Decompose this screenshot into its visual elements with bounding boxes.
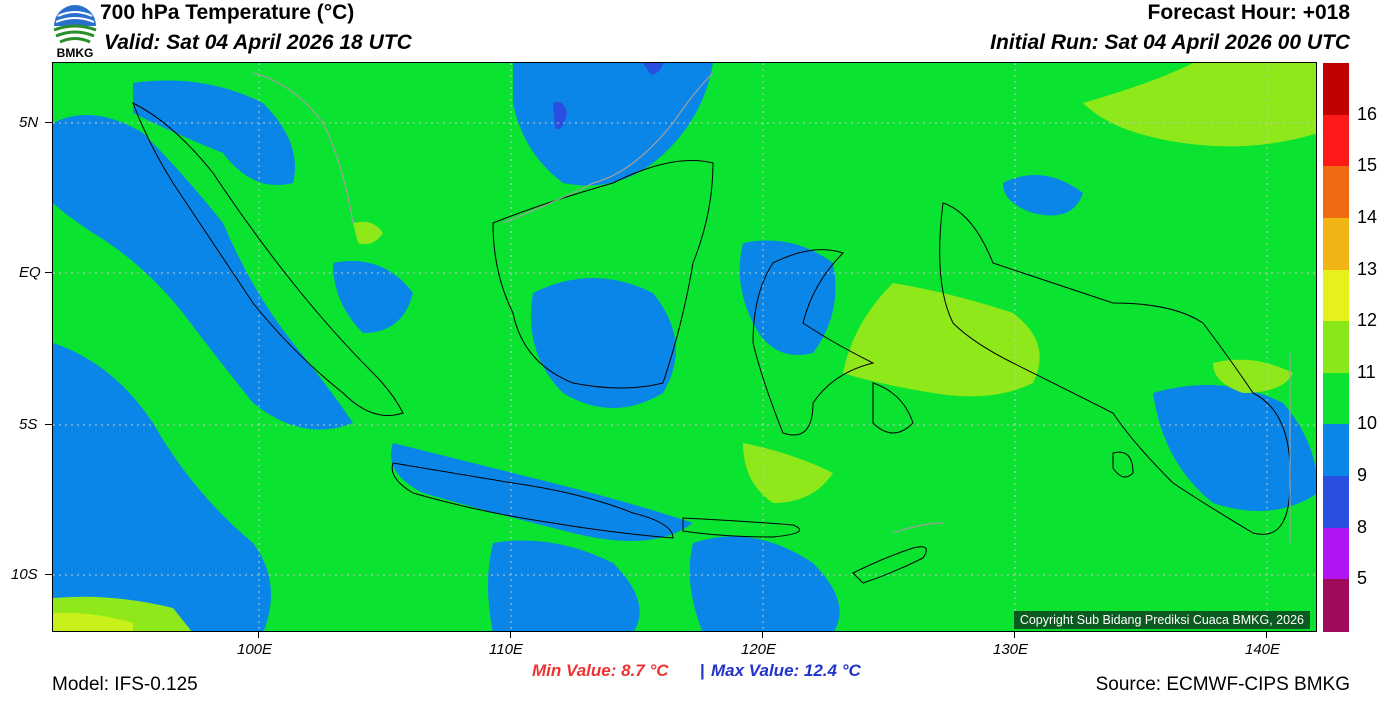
lon-tick — [510, 632, 511, 638]
colorbar-segment — [1323, 269, 1349, 322]
colorbar-label: 8 — [1357, 516, 1368, 537]
colorbar-segment — [1323, 527, 1349, 580]
colorbar-label: 15 — [1357, 155, 1378, 176]
cold-spots — [553, 63, 663, 129]
colorbar-label: 10 — [1357, 413, 1378, 434]
bmkg-logo: BMKG — [52, 2, 98, 60]
lat-label-5s: 5S — [19, 416, 38, 433]
lat-label-eq: EQ — [19, 264, 41, 281]
colorbar-label: 5 — [1357, 568, 1368, 589]
colorbar-segment — [1323, 372, 1349, 426]
colorbar-segment — [1323, 476, 1349, 529]
logo-text: BMKG — [56, 46, 94, 60]
lon-label-110e: 110E — [489, 641, 523, 658]
lon-tick — [1014, 632, 1015, 638]
lon-label-140e: 140E — [1245, 641, 1281, 658]
coastlines — [132, 101, 1291, 584]
map-title: 700 hPa Temperature (°C) — [100, 1, 355, 24]
lat-tick — [45, 574, 52, 575]
colorbar-label: 16 — [1357, 103, 1378, 124]
graticule — [53, 63, 1316, 631]
forecast-hour: Forecast Hour: +018 — [1147, 1, 1351, 24]
colorbar-segment — [1323, 114, 1349, 167]
min-value: Min Value: 8.7 °C — [532, 661, 669, 680]
lon-tick — [1266, 632, 1267, 638]
data-source: Source: ECMWF-CIPS BMKG — [1095, 674, 1350, 695]
lat-label-10s: 10S — [11, 566, 38, 583]
bmkg-logo-icon — [53, 5, 97, 44]
lat-label-5n: 5N — [19, 114, 39, 131]
model-name: Model: IFS-0.125 — [52, 674, 198, 695]
colorbar-label: 11 — [1357, 361, 1376, 382]
copyright-note: Copyright Sub Bidang Prediksi Cuaca BMKG… — [1013, 611, 1310, 629]
valid-time: Valid: Sat 04 April 2026 18 UTC — [104, 31, 412, 54]
borders — [252, 72, 1291, 543]
colorbar-segment — [1323, 579, 1349, 632]
lon-label-100e: 100E — [237, 641, 273, 658]
max-value: Max Value: 12.4 °C — [711, 661, 861, 680]
lat-tick — [45, 424, 52, 425]
lon-label-120e: 120E — [741, 641, 777, 658]
colorbar-segment — [1323, 63, 1349, 116]
colorbar-label: 12 — [1357, 310, 1378, 331]
colorbar-segment — [1323, 166, 1349, 219]
lat-tick — [45, 272, 52, 273]
colorbar-segment — [1323, 424, 1349, 477]
temperature-colorbar — [1323, 63, 1349, 632]
cool-regions — [53, 63, 1316, 631]
map-field — [53, 63, 1316, 631]
value-separator: | — [700, 661, 705, 680]
colorbar-label: 13 — [1357, 258, 1378, 279]
lon-label-130e: 130E — [993, 641, 1029, 658]
initial-run: Initial Run: Sat 04 April 2026 00 UTC — [990, 31, 1350, 54]
colorbar-segment — [1323, 321, 1349, 374]
lat-tick — [45, 122, 52, 123]
colorbar-segment — [1323, 217, 1349, 271]
lon-tick — [762, 632, 763, 638]
warmer-regions — [53, 612, 133, 631]
colorbar-label: 14 — [1357, 206, 1378, 227]
colorbar-label: 9 — [1357, 465, 1368, 486]
lon-tick — [258, 632, 259, 638]
temperature-map: Copyright Sub Bidang Prediksi Cuaca BMKG… — [52, 62, 1317, 632]
